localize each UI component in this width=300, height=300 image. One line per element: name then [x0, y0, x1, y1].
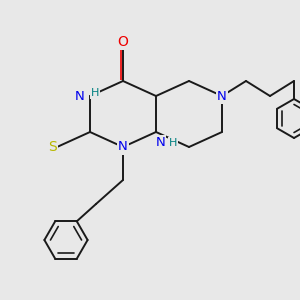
Text: H: H — [169, 137, 177, 148]
Text: S: S — [48, 140, 57, 154]
Text: O: O — [118, 35, 128, 49]
Text: N: N — [156, 136, 165, 149]
Text: N: N — [75, 89, 84, 103]
Text: N: N — [217, 89, 227, 103]
Text: H: H — [91, 88, 100, 98]
Text: N: N — [118, 140, 128, 154]
